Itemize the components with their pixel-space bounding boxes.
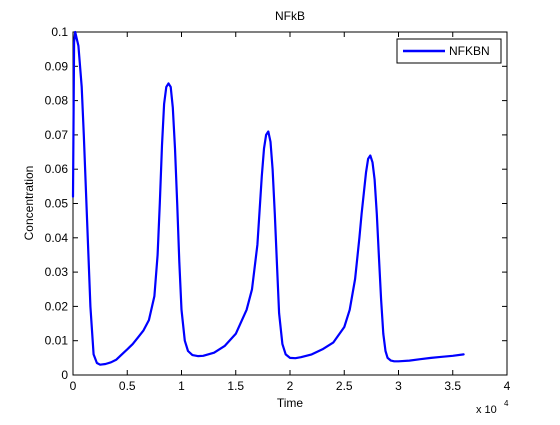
y-axis-label: Concentration bbox=[22, 166, 36, 241]
x-tick-label: 3 bbox=[395, 379, 402, 393]
x-tick-label: 0 bbox=[70, 379, 77, 393]
y-tick-label: 0.07 bbox=[45, 128, 69, 142]
x-axis-label: Time bbox=[277, 396, 304, 410]
x-axis-exponent: x 10 bbox=[476, 404, 497, 416]
x-tick-label: 3.5 bbox=[444, 379, 461, 393]
x-tick-label: 0.5 bbox=[119, 379, 136, 393]
y-tick-label: 0.06 bbox=[45, 162, 69, 176]
x-tick-label: 1 bbox=[178, 379, 185, 393]
y-tick-label: 0.04 bbox=[45, 231, 69, 245]
x-axis-ticks: 0 0.5 1 1.5 2 2.5 3 3.5 4 bbox=[70, 32, 511, 393]
chart-title: NFkB bbox=[275, 9, 305, 23]
y-tick-label: 0.05 bbox=[45, 197, 69, 211]
y-tick-label: 0.08 bbox=[45, 94, 69, 108]
x-tick-label: 2 bbox=[287, 379, 294, 393]
x-tick-label: 4 bbox=[504, 379, 511, 393]
y-tick-label: 0.02 bbox=[45, 299, 69, 313]
y-tick-label: 0.09 bbox=[45, 59, 69, 73]
legend-label-nfkbn: NFKBN bbox=[449, 44, 490, 58]
series-line-nfkbn bbox=[71, 30, 465, 366]
x-tick-label: 2.5 bbox=[336, 379, 353, 393]
y-tick-label: 0 bbox=[61, 368, 68, 382]
plot-area bbox=[72, 31, 508, 376]
x-axis-exponent-power: 4 bbox=[504, 399, 509, 408]
series-layer bbox=[71, 30, 465, 366]
x-tick-label: 1.5 bbox=[227, 379, 244, 393]
y-tick-label: 0.03 bbox=[45, 265, 69, 279]
y-tick-label: 0.1 bbox=[51, 25, 68, 39]
y-axis-ticks: 0 0.01 0.02 0.03 0.04 0.05 0.06 0.07 0.08 0.09 0.1 bbox=[45, 25, 507, 382]
legend: NFKBN bbox=[396, 38, 502, 64]
y-tick-label: 0.01 bbox=[45, 334, 69, 348]
